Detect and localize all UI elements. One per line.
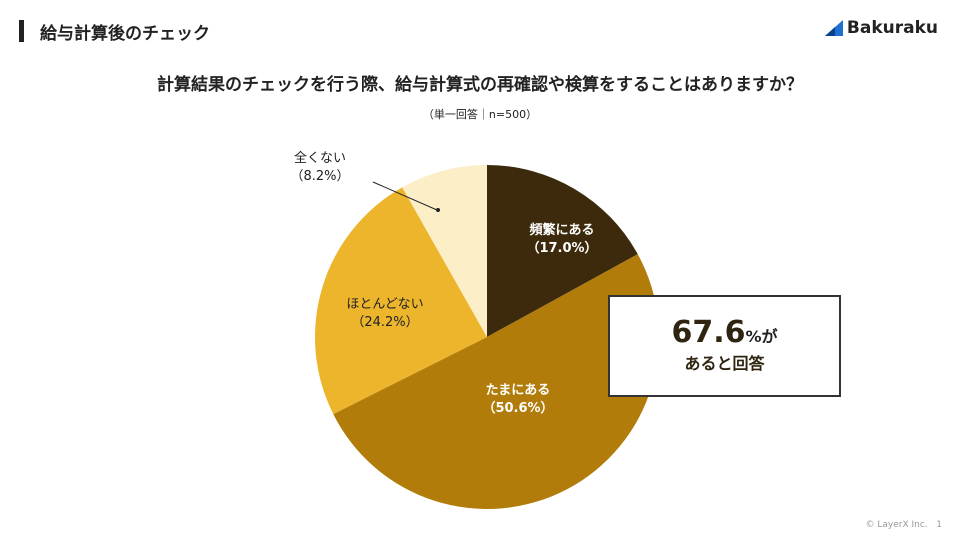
brand-name: Bakuraku	[846, 18, 938, 38]
leader-line	[372, 181, 438, 211]
callout-value: 67.6	[671, 315, 746, 350]
pie-slice-0	[487, 165, 638, 337]
title-bar	[19, 20, 24, 42]
slice-label-3: 全くない （8.2%）	[290, 151, 350, 184]
chart-title: 計算結果のチェックを行う際、給与計算式の再確認や検算をすることはありますか？	[157, 75, 803, 95]
brand-logo: Bakuraku	[823, 18, 938, 38]
callout-box: 67.6%が あると回答	[608, 295, 841, 397]
leader-dot	[436, 208, 440, 212]
slice-label-0: 頻繁にある （17.0%）	[526, 223, 598, 256]
callout-text: あると回答	[684, 354, 765, 373]
slice-label-1: たまにある （50.6%）	[482, 383, 554, 416]
callout-unit: %が	[745, 327, 778, 346]
pie-slice-1	[333, 254, 660, 510]
chart-subtitle: （単一回答｜n=500）	[422, 108, 538, 121]
footer: © LayerX Inc. 1	[865, 520, 942, 530]
pie-slice-2	[315, 187, 487, 415]
pie-slice-3	[402, 165, 487, 337]
page-title: 給与計算後のチェック	[40, 24, 210, 44]
logo-icon	[824, 20, 843, 36]
slice-label-2: ほとんどない （24.2%）	[346, 297, 424, 330]
